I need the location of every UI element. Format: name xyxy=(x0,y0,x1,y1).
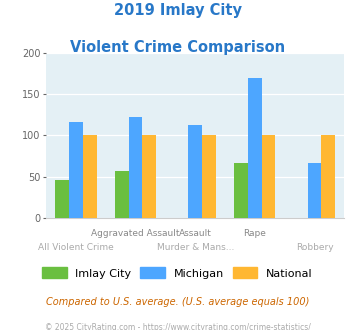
Bar xyxy=(202,135,216,218)
Bar xyxy=(115,171,129,218)
Text: Compared to U.S. average. (U.S. average equals 100): Compared to U.S. average. (U.S. average … xyxy=(46,297,309,307)
Text: Robbery: Robbery xyxy=(296,243,333,251)
Bar xyxy=(262,135,275,218)
Text: Murder & Mans...: Murder & Mans... xyxy=(157,243,234,251)
Bar xyxy=(55,180,69,218)
Text: Assault: Assault xyxy=(179,229,212,238)
Bar xyxy=(129,117,142,218)
Text: © 2025 CityRating.com - https://www.cityrating.com/crime-statistics/: © 2025 CityRating.com - https://www.city… xyxy=(45,323,310,330)
Text: Aggravated Assault: Aggravated Assault xyxy=(91,229,180,238)
Bar xyxy=(234,162,248,218)
Legend: Imlay City, Michigan, National: Imlay City, Michigan, National xyxy=(38,263,317,283)
Bar xyxy=(248,78,262,218)
Text: Violent Crime Comparison: Violent Crime Comparison xyxy=(70,40,285,54)
Text: Rape: Rape xyxy=(244,229,266,238)
Bar xyxy=(321,135,335,218)
Bar xyxy=(308,162,321,218)
Text: All Violent Crime: All Violent Crime xyxy=(38,243,114,251)
Bar xyxy=(142,135,156,218)
Bar xyxy=(189,125,202,218)
Bar xyxy=(69,122,83,218)
Text: 2019 Imlay City: 2019 Imlay City xyxy=(114,3,241,18)
Bar xyxy=(83,135,97,218)
